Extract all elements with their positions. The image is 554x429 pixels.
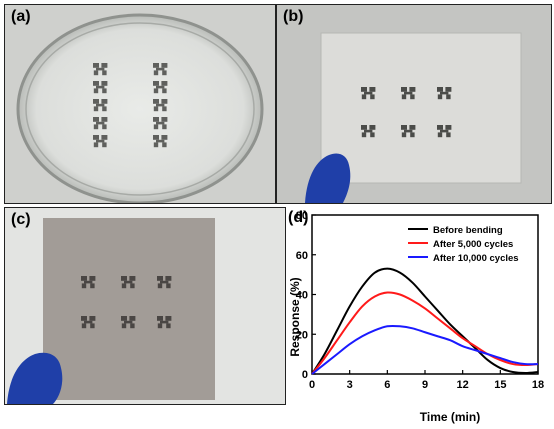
- y-tick-label: 80: [296, 210, 308, 222]
- electrode-pad: [93, 81, 108, 94]
- x-tick-label: 15: [494, 379, 506, 391]
- electrode-pad: [93, 135, 108, 148]
- gloved-hand: [7, 352, 63, 404]
- y-tick-label: 0: [302, 369, 308, 381]
- panel-label-b: (b): [283, 8, 304, 25]
- y-axis-ticks: 0 20 40 60 80: [296, 210, 316, 381]
- electrode-pad: [361, 87, 376, 100]
- x-tick-label: 12: [457, 379, 469, 391]
- panel-label-d: (d): [288, 209, 309, 226]
- electrode-pad: [401, 125, 416, 138]
- photo-panel-c: (c): [4, 207, 286, 405]
- panel-label-c: (c): [11, 211, 31, 228]
- electrode-pad: [121, 316, 136, 329]
- electrode-pad: [93, 63, 108, 76]
- panel-label-a: (a): [11, 8, 31, 25]
- x-tick-label: 6: [384, 379, 390, 391]
- x-tick-label: 3: [347, 379, 353, 391]
- series-lines: [311, 267, 539, 375]
- electrode-pad: [153, 81, 168, 94]
- film-photo-c: [5, 208, 285, 404]
- electrode-pad: [121, 276, 136, 289]
- y-tick-label: 40: [296, 290, 308, 302]
- chart-panel-d: 0 3 6 9 12 15 18 0 20 40 60 80 Before bending After…: [286, 207, 552, 427]
- x-axis-label: Time (min): [420, 410, 480, 424]
- electrode-pad: [81, 316, 96, 329]
- y-tick-label: 20: [296, 329, 308, 341]
- film-photo-b: [277, 5, 551, 203]
- electrode-pad: [157, 316, 172, 329]
- y-axis-label: Response (%): [288, 277, 302, 356]
- electrode-array-a: [93, 63, 168, 148]
- electrode-pad: [93, 99, 108, 112]
- x-axis-ticks: 0 3 6 9 12 15 18: [309, 370, 544, 391]
- series-line-1: [311, 267, 539, 375]
- series-line-3: [311, 324, 539, 375]
- legend-label: After 5,000 cycles: [433, 239, 513, 250]
- electrode-pad: [157, 276, 172, 289]
- x-tick-label: 18: [532, 379, 544, 391]
- electrode-pad: [401, 87, 416, 100]
- gloved-hand: [305, 153, 351, 203]
- transparent-film: [320, 32, 522, 184]
- electrode-pad: [153, 63, 168, 76]
- electrode-pad: [437, 125, 452, 138]
- x-tick-label: 0: [309, 379, 315, 391]
- electrode-pad: [437, 87, 452, 100]
- petri-dish-photo: [5, 5, 275, 203]
- electrode-pad: [153, 135, 168, 148]
- electrode-array-b: [361, 87, 452, 138]
- photo-panel-b: (b): [276, 4, 552, 204]
- electrode-array-c: [81, 276, 172, 329]
- y-tick-label: 60: [296, 250, 308, 262]
- electrode-pad: [81, 276, 96, 289]
- electrode-pad: [153, 117, 168, 130]
- legend-label: After 10,000 cycles: [433, 253, 519, 264]
- legend: Before bending After 5,000 cycles After 10…: [408, 225, 519, 264]
- legend-label: Before bending: [433, 225, 503, 236]
- response-chart: 0 3 6 9 12 15 18 0 20 40 60 80 Before bending After…: [288, 210, 544, 424]
- electrode-pad: [153, 99, 168, 112]
- electrode-pad: [361, 125, 376, 138]
- petri-dish: [16, 13, 264, 203]
- electrode-pad: [93, 117, 108, 130]
- series-line-2: [311, 291, 539, 375]
- opaque-film: [43, 218, 215, 400]
- photo-panel-a: (a): [4, 4, 276, 204]
- x-tick-label: 9: [422, 379, 428, 391]
